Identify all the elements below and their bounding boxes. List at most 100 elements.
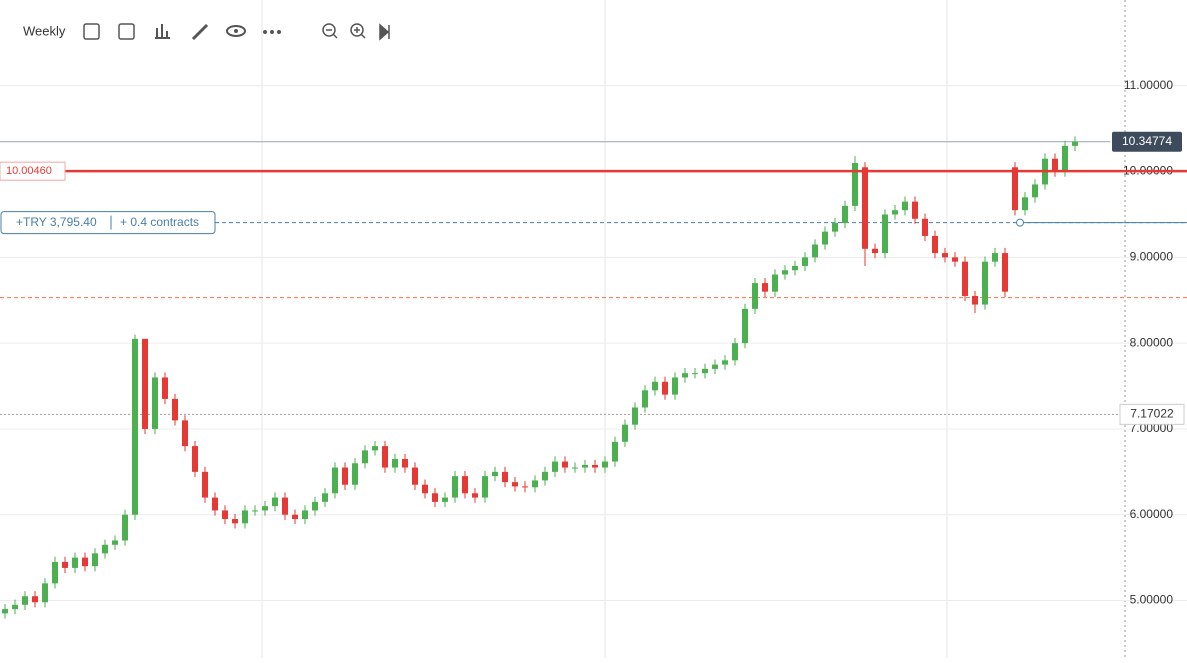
grid [261,0,1126,658]
candle-body [62,561,68,568]
candle-body [842,205,848,224]
candle-body [742,308,748,344]
candle-body [492,471,498,477]
candle-body [912,201,918,219]
candle-body [472,493,478,498]
candle-body [952,257,958,262]
candle-body [692,373,698,375]
candle-body [282,497,288,515]
candle-body [92,553,98,567]
y-tick-label: 6.00000 [1130,507,1174,521]
candle-body [232,519,238,524]
candle-body [1022,197,1028,211]
candle-body [882,214,888,254]
candle-body [332,467,338,494]
candle-body [382,446,388,468]
candle-body [502,471,508,483]
candle-body [942,253,948,258]
candle-body [342,467,348,485]
candle-body [702,368,708,374]
candle-body [242,510,248,524]
draw-icon[interactable] [191,23,209,41]
candle-body [132,338,138,515]
candle-body [972,295,978,305]
candle-body [262,506,268,511]
candle-body [582,464,588,468]
candle-body [112,540,118,545]
candle-body [852,162,858,206]
eye-pupil [234,29,238,33]
indicators-icon[interactable] [83,23,100,40]
y-tick-label: 8.00000 [1130,335,1174,349]
candle-body [1002,253,1008,292]
last-price-label: 10.34774 [1122,134,1172,148]
candle-body [162,377,168,399]
candle-body [452,476,458,498]
candle-body [482,476,488,498]
candle-body [512,482,518,487]
zoom-out-glyph [326,29,338,39]
candle-body [142,338,148,429]
candle-body [32,596,38,603]
candle-body [22,596,28,605]
candle-body [52,561,58,584]
candle-body [642,390,648,408]
position-size: + 0.4 contracts [120,215,199,229]
candle-body [72,557,78,568]
candle-body [2,609,8,614]
candle-body [402,458,408,468]
position-box[interactable] [0,211,216,235]
eye-icon[interactable] [226,25,246,37]
candle-body [812,244,818,258]
candle-body [672,377,678,395]
toolbar: Weekly [23,23,390,41]
candle-body [792,265,798,271]
candle-body [902,201,908,211]
candle-body [442,497,448,502]
candle-body [432,493,438,502]
candle-body [42,583,48,603]
candle-body [522,486,528,488]
candle-body [152,377,158,429]
candle-body [1012,167,1018,211]
candle-body [802,257,808,266]
position-marker [1016,218,1024,227]
candle-body [562,461,568,468]
candle-body [932,235,938,254]
candle-body [392,458,398,468]
candles [2,136,1078,619]
interval-button[interactable]: Weekly [23,23,66,38]
y-tick-label: 11.00000 [1124,78,1173,92]
candle-body [732,343,738,361]
candle-body [592,464,598,468]
zoom-in-icon[interactable] [350,23,364,37]
more-icon[interactable] [263,30,281,34]
average-label-box [1119,403,1185,425]
candle-body [172,398,178,421]
candle-body [122,514,128,541]
candle-body [762,283,768,292]
templates-icon[interactable] [118,23,135,40]
candle-body [362,450,368,464]
candle-body [312,501,318,511]
candle-body [712,364,718,369]
candle-body [632,407,638,425]
zoom-out-icon[interactable] [322,23,336,37]
candle-body [1032,184,1038,198]
zoom-in-glyph [354,27,366,39]
candle-body [652,381,658,391]
candle-body [722,360,728,365]
candle-body [292,514,298,520]
candle-body [272,497,278,507]
chart-type-icon[interactable] [155,24,170,39]
candle-body [1062,145,1068,172]
candle-body [782,270,788,275]
candle-body [542,471,548,481]
alert-label-box [0,161,66,181]
candle-body [622,424,628,442]
alert-label: 10.00460 [6,165,52,177]
scroll-end-icon[interactable] [379,23,390,41]
candle-body [822,231,828,245]
candle-body [612,441,618,462]
